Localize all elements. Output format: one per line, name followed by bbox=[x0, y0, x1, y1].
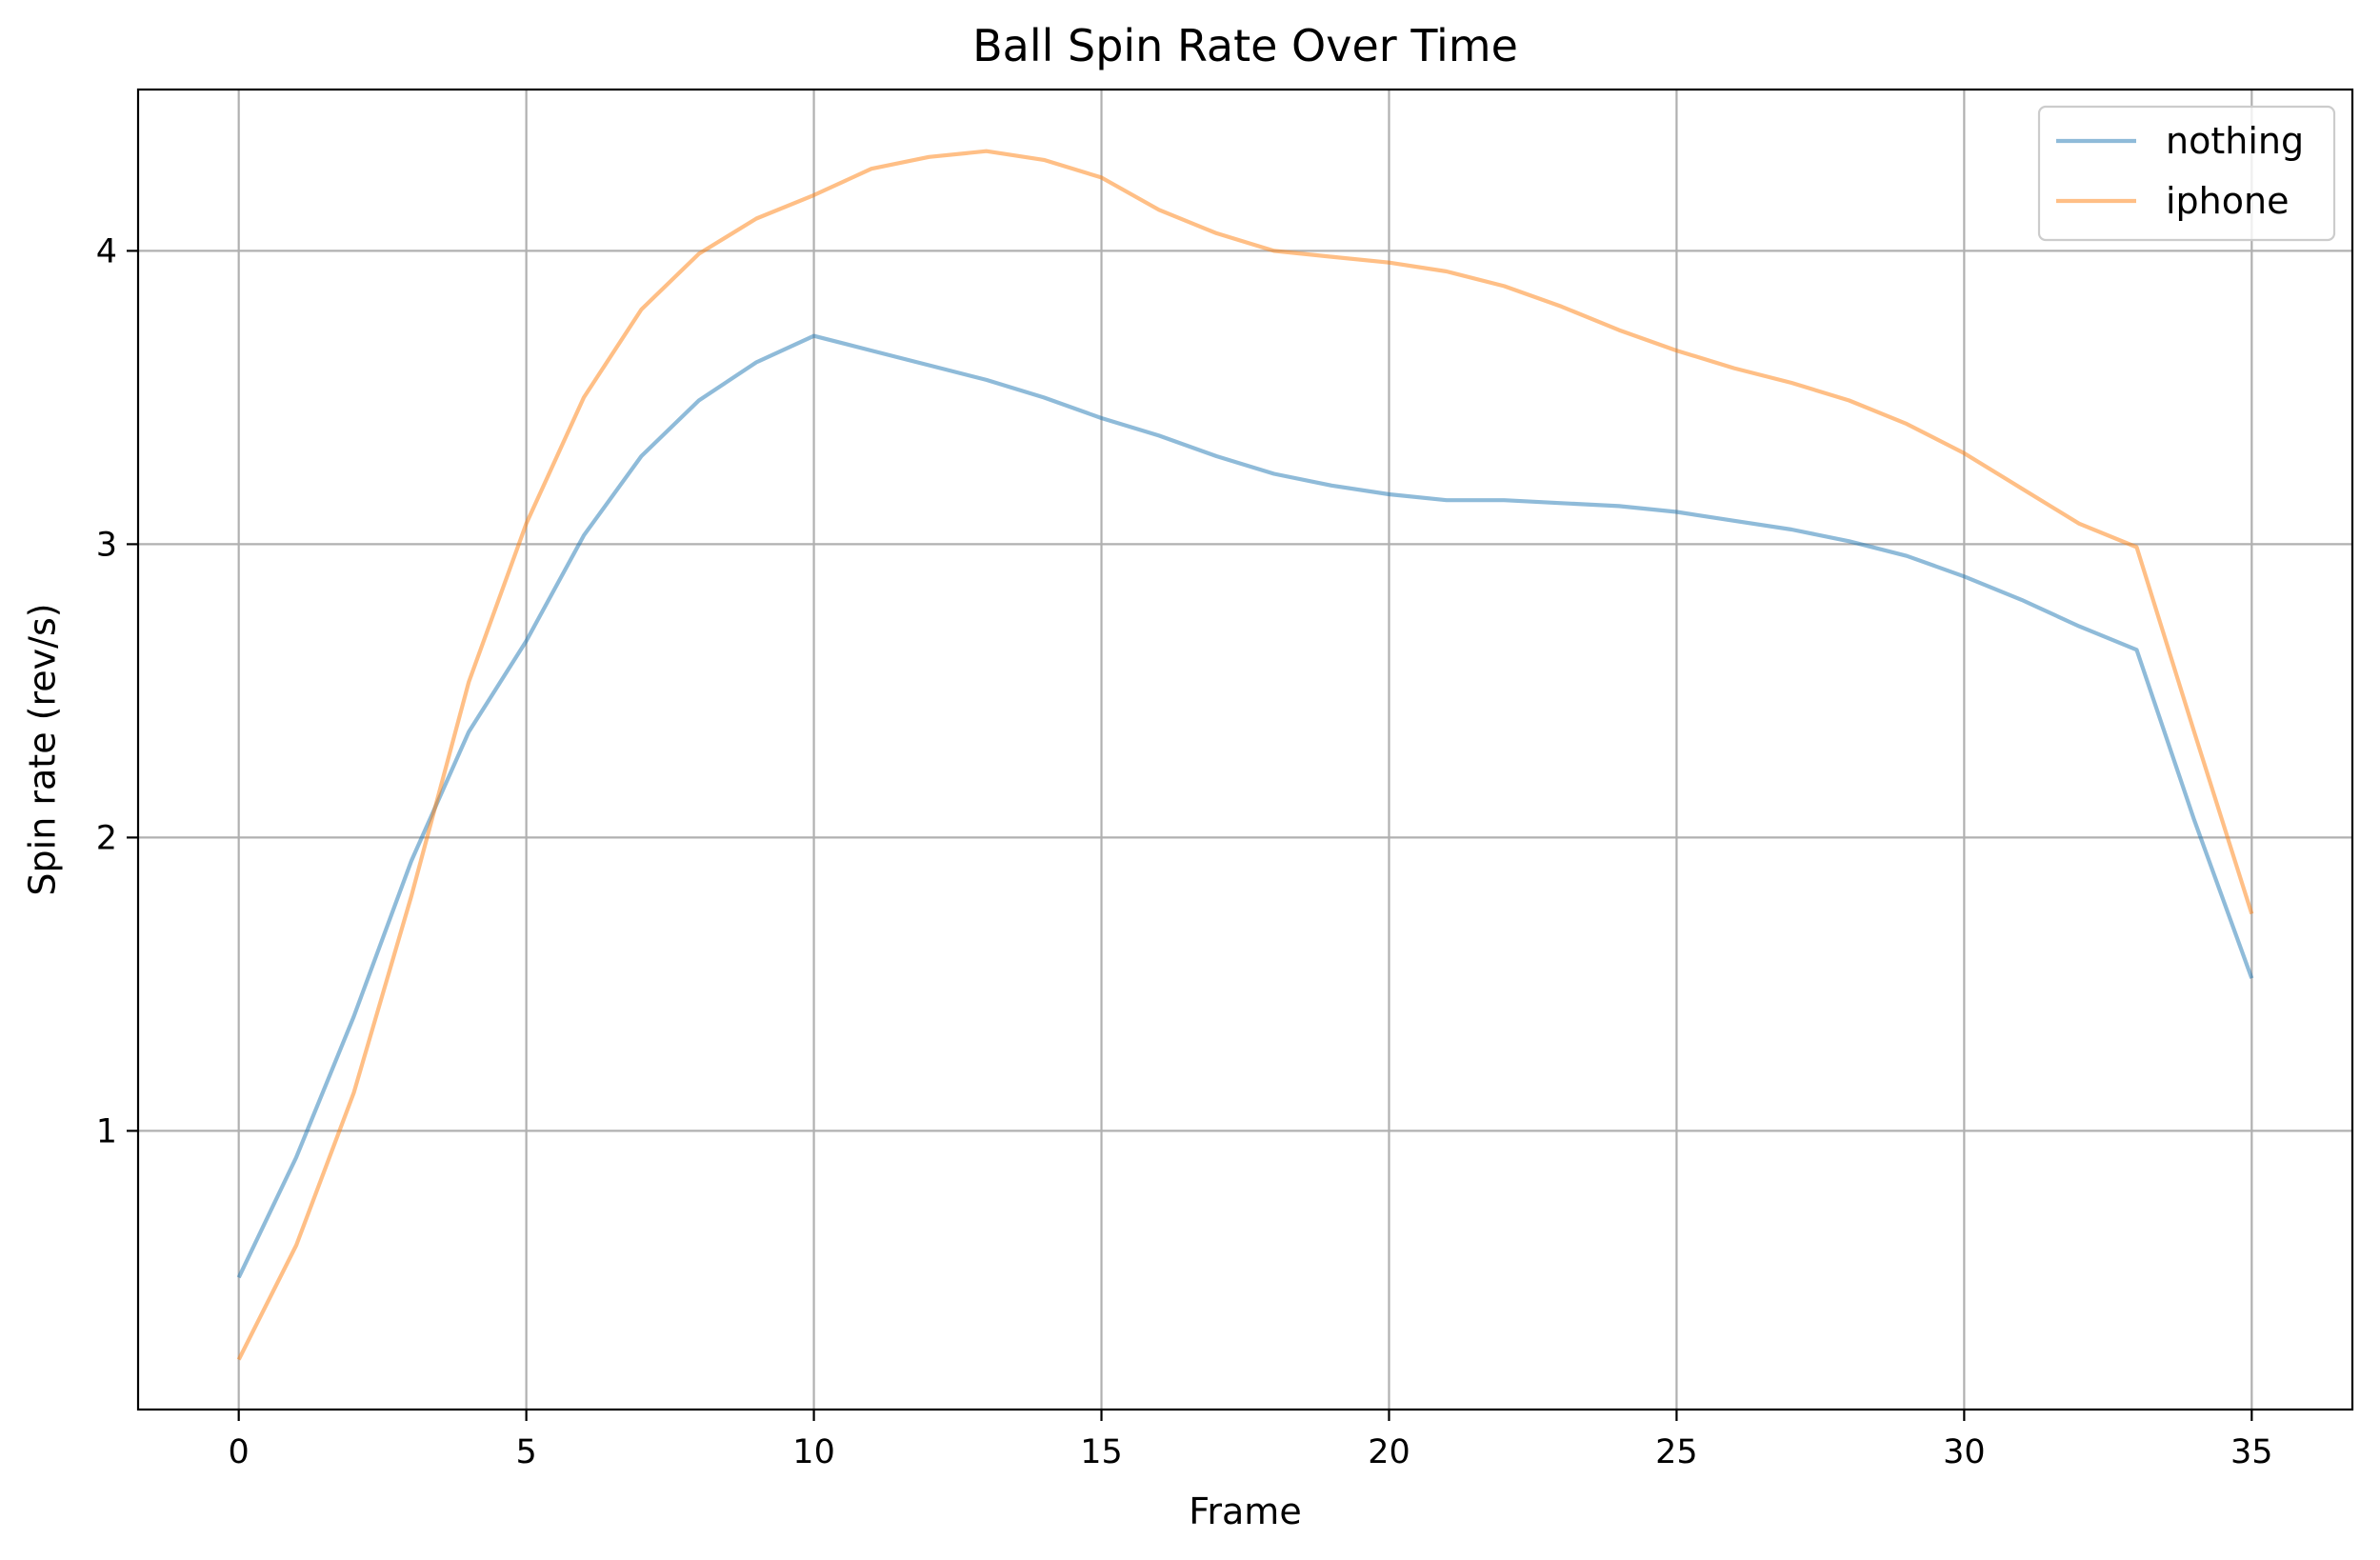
y-tick-label: 2 bbox=[96, 819, 117, 857]
x-tick-label: 15 bbox=[1080, 1433, 1123, 1471]
plot-area-frame bbox=[136, 88, 2354, 1411]
series-line-iphone bbox=[236, 149, 2254, 1361]
axis-ticks: 0 5 10 15 20 25 30 35 1 2 3 4 bbox=[96, 232, 2273, 1471]
x-tick-label: 10 bbox=[792, 1433, 835, 1471]
series-line-nothing bbox=[236, 333, 2254, 1279]
grid-lines bbox=[138, 90, 2352, 1410]
series-lines bbox=[236, 149, 2254, 1361]
x-tick-label: 0 bbox=[229, 1433, 250, 1471]
x-tick-label: 25 bbox=[1655, 1433, 1698, 1471]
legend-label-nothing: nothing bbox=[2166, 120, 2304, 162]
chart-title: Ball Spin Rate Over Time bbox=[972, 20, 1518, 71]
x-tick-label: 5 bbox=[515, 1433, 536, 1471]
x-tick-label: 20 bbox=[1368, 1433, 1410, 1471]
y-tick-label: 4 bbox=[96, 232, 117, 270]
x-tick-label: 35 bbox=[2230, 1433, 2273, 1471]
legend: nothing iphone bbox=[2037, 105, 2336, 242]
legend-label-iphone: iphone bbox=[2166, 180, 2289, 222]
y-axis-label: Spin rate (rev/s) bbox=[21, 603, 63, 895]
x-tick-label: 30 bbox=[1943, 1433, 1986, 1471]
y-tick-label: 1 bbox=[96, 1112, 117, 1150]
y-tick-label: 3 bbox=[96, 526, 117, 564]
x-axis-label: Frame bbox=[1189, 1490, 1301, 1532]
